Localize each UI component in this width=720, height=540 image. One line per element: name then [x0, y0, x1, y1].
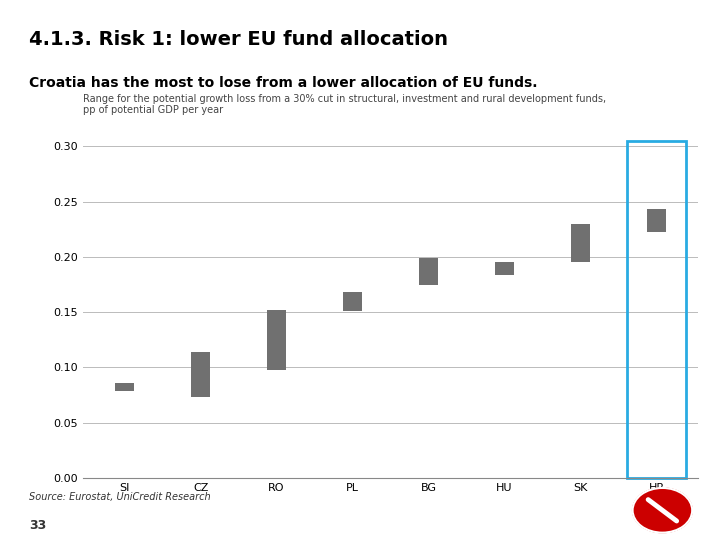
- Bar: [647, 210, 666, 232]
- Text: Range for the potential growth loss from a 30% cut in structural, investment and: Range for the potential growth loss from…: [83, 94, 606, 105]
- Circle shape: [633, 488, 692, 532]
- Text: Source: Eurostat, UniCredit Research: Source: Eurostat, UniCredit Research: [29, 492, 210, 503]
- Bar: [343, 292, 362, 311]
- Bar: [191, 352, 210, 397]
- Bar: [627, 141, 686, 478]
- Text: 4.1.3. Risk 1: lower EU fund allocation: 4.1.3. Risk 1: lower EU fund allocation: [29, 30, 448, 49]
- Text: Croatia has the most to lose from a lower allocation of EU funds.: Croatia has the most to lose from a lowe…: [29, 76, 537, 90]
- Bar: [495, 262, 514, 275]
- Bar: [419, 258, 438, 285]
- Bar: [267, 310, 286, 369]
- Bar: [571, 224, 590, 262]
- Bar: [115, 383, 134, 390]
- Text: pp of potential GDP per year: pp of potential GDP per year: [83, 105, 223, 116]
- Text: 33: 33: [29, 519, 46, 532]
